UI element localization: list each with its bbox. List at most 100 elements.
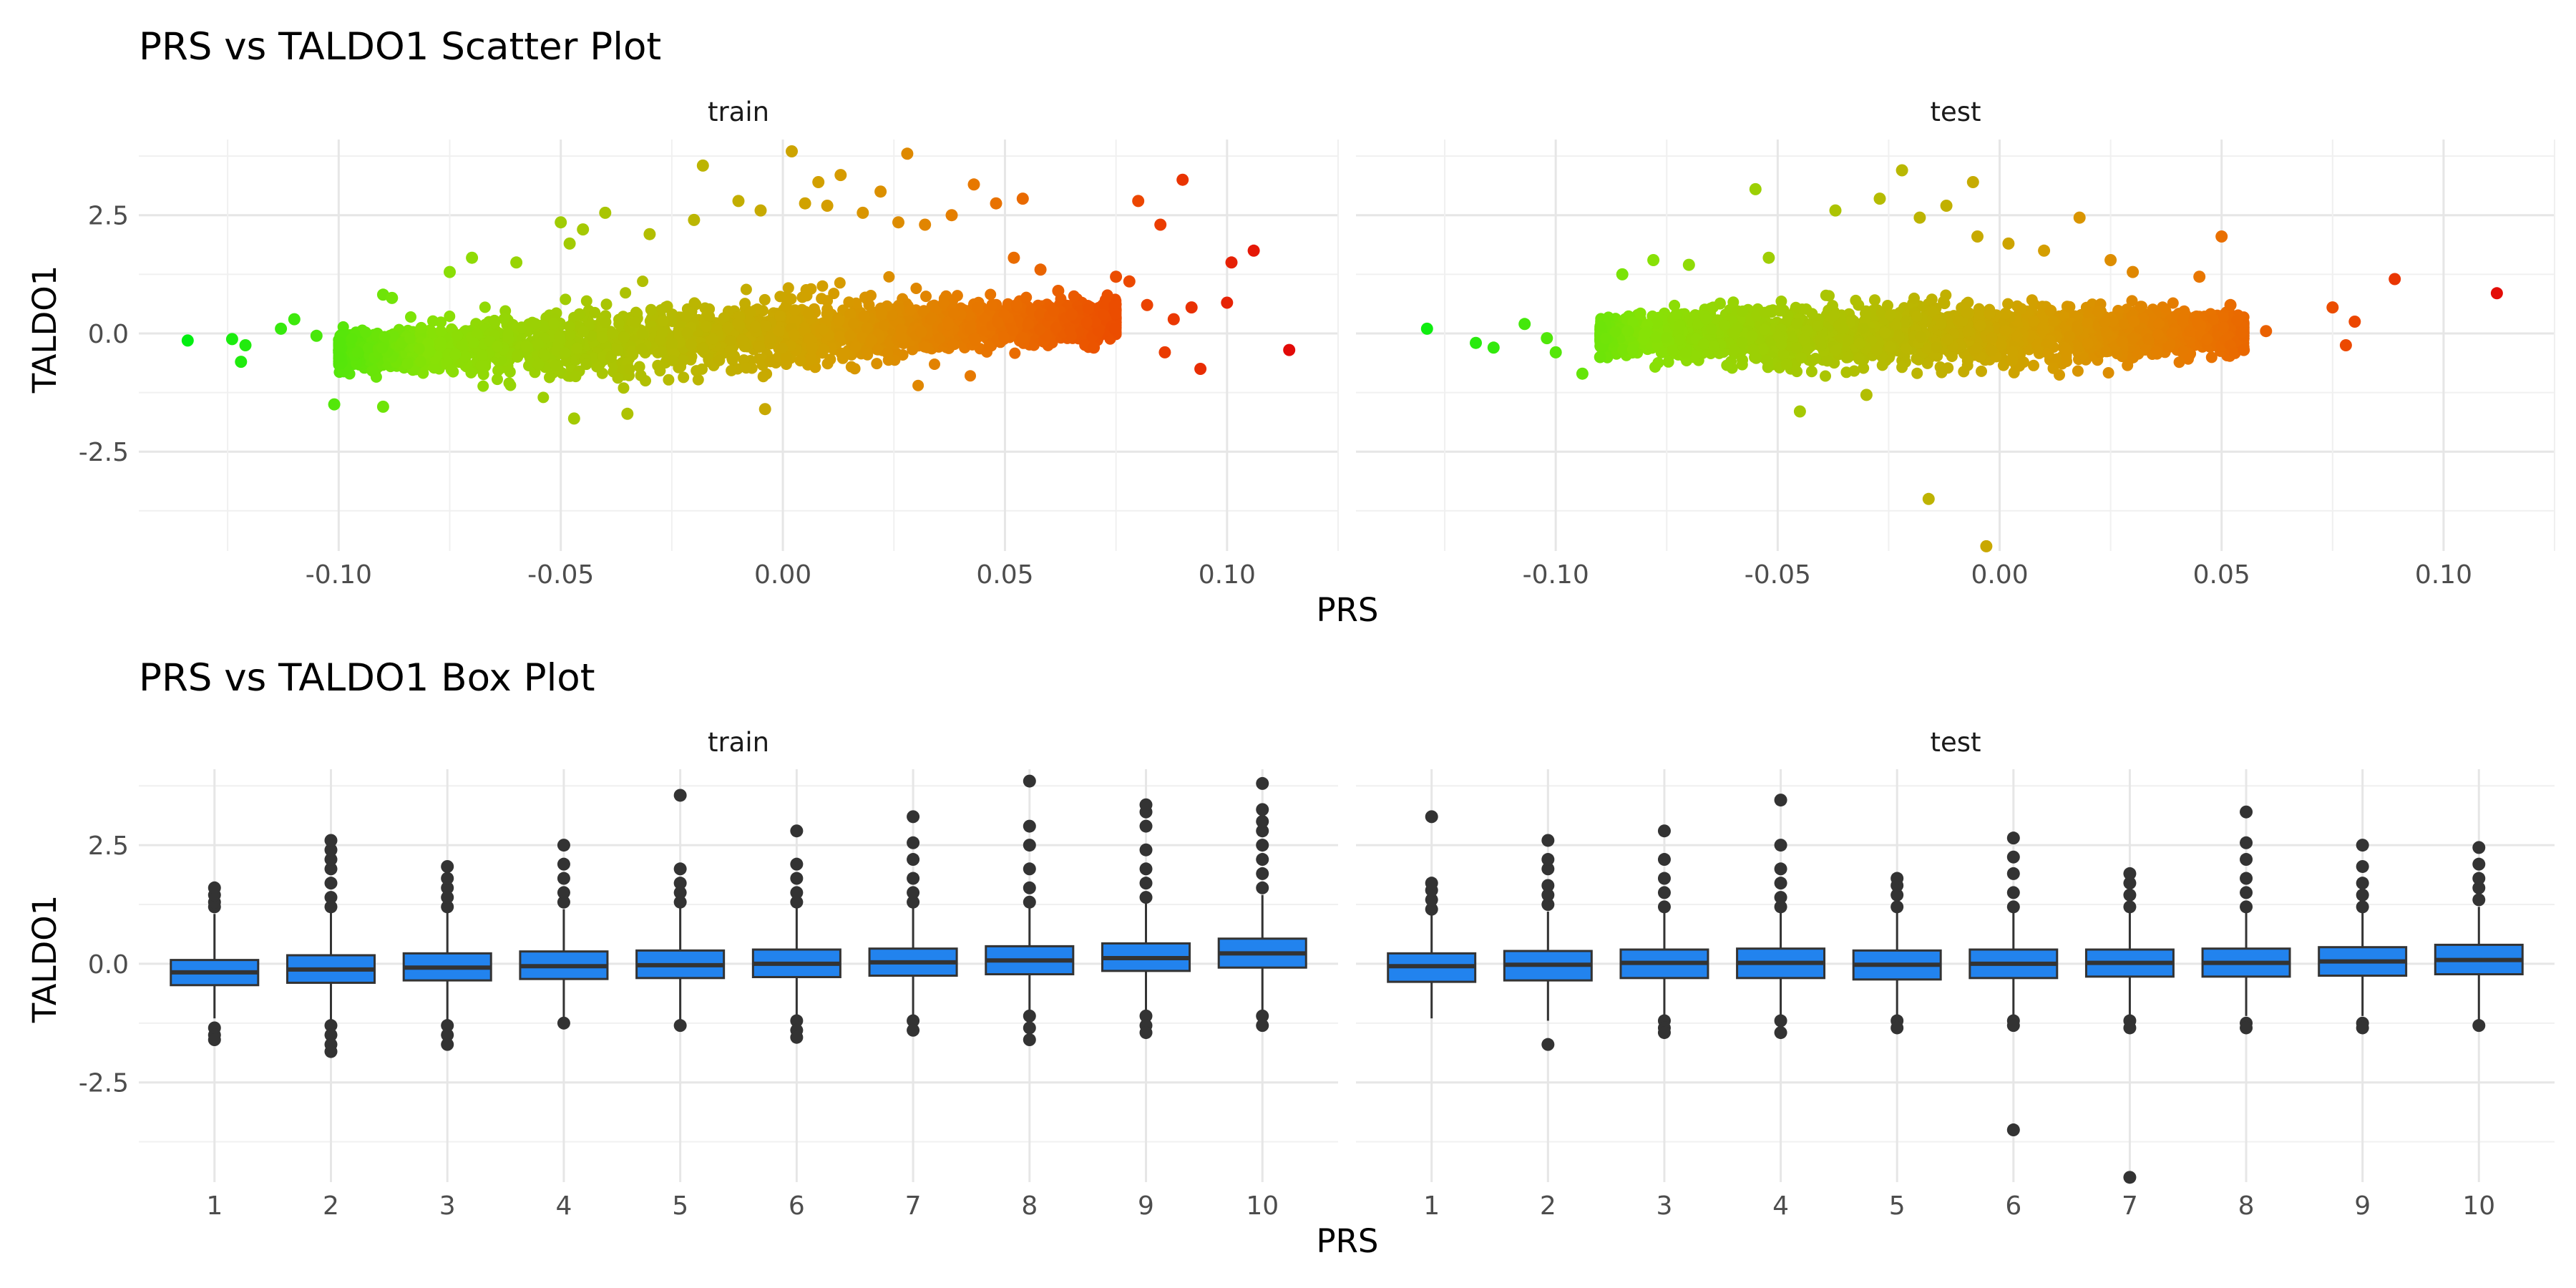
scatter-train-cloud-point: [346, 333, 358, 345]
scatter-train-point: [1088, 341, 1101, 354]
scatter-plot-title: PRS vs TALDO1 Scatter Plot: [139, 25, 661, 69]
scatter-train-cloud-point: [782, 282, 794, 294]
scatter-train-cloud-point: [997, 331, 1010, 343]
scatter-train-point: [386, 291, 399, 304]
scatter-train-cloud-point: [559, 347, 571, 359]
scatter-train-cloud-point: [1010, 298, 1023, 311]
scatter-train-cloud-point: [376, 342, 389, 354]
scatter-train-point: [688, 213, 701, 226]
scatter-train-cloud-point: [635, 343, 648, 355]
scatter-train-cloud-point: [635, 369, 647, 381]
scatter-test-cloud-point: [1976, 365, 1987, 377]
scatter-train-cloud-point: [697, 342, 709, 354]
scatter-test-x-tick-label: 0.10: [2415, 560, 2472, 590]
scatter-train-cloud-point: [529, 318, 541, 330]
scatter-train-point: [1034, 263, 1047, 276]
scatter-test-cloud-point: [2028, 359, 2039, 371]
scatter-train-cloud-point: [623, 363, 635, 375]
scatter-train-x-tick-label: 0.00: [754, 560, 811, 590]
scatter-train-cloud-point: [821, 295, 834, 307]
scatter-train-point: [786, 145, 798, 157]
scatter-train-y-tick-label: 2.5: [88, 202, 129, 231]
scatter-train-cloud-point: [553, 331, 565, 343]
scatter-train-cloud-point: [828, 288, 840, 300]
scatter-train-point: [1110, 270, 1123, 283]
scatter-train-point: [1052, 285, 1065, 297]
scatter-train-cloud-point: [351, 346, 364, 358]
scatter-train-point: [328, 398, 341, 411]
scatter-train-cloud-point: [571, 342, 583, 354]
scatter-train-cloud-point: [564, 329, 576, 341]
scatter-train-point: [919, 218, 932, 231]
scatter-train-cloud-point: [413, 343, 425, 355]
scatter-train-cloud-point: [686, 338, 698, 351]
scatter-train-cloud-point: [806, 341, 819, 353]
scatter-train-cloud-point: [1016, 331, 1028, 343]
scatter-train-cloud-point: [362, 342, 374, 354]
scatter-train-point: [821, 200, 834, 212]
scatter-train-cloud-point: [1007, 325, 1019, 337]
scatter-train-cloud-point: [937, 297, 950, 309]
scatter-train-cloud-point: [858, 311, 870, 323]
scatter-train-point: [181, 334, 194, 347]
scatter-train-cloud-point: [607, 328, 618, 340]
scatter-train-cloud-point: [721, 321, 733, 333]
scatter-train-cloud-point: [637, 275, 649, 288]
scatter-train-cloud-point: [824, 353, 836, 366]
scatter-train-cloud-point: [706, 333, 718, 345]
scatter-train-cloud-point: [636, 328, 648, 340]
scatter-train-cloud-point: [926, 311, 938, 323]
scatter-test-x-tick-label: -0.10: [1523, 560, 1589, 590]
scatter-train-cloud-point: [444, 311, 456, 322]
scatter-train-cloud-point: [465, 366, 477, 379]
scatter-train-cloud-point: [589, 306, 601, 318]
scatter-train-point: [696, 159, 709, 172]
scatter-train-cloud-point: [760, 320, 772, 332]
scatter-train-cloud-point: [871, 358, 883, 370]
scatter-train-cloud-point: [428, 362, 440, 374]
scatter-train-cloud-point: [537, 391, 550, 404]
scatter-train-point: [1176, 173, 1189, 186]
scatter-train-cloud-point: [665, 314, 677, 326]
scatter-test-x-tick-label: -0.05: [1745, 560, 1811, 590]
scatter-train-cloud-point: [359, 326, 371, 338]
scatter-train-cloud-point: [520, 341, 532, 352]
scatter-train-cloud-point: [862, 348, 874, 361]
scatter-train-cloud-point: [612, 344, 624, 356]
scatter-train-cloud-point: [618, 331, 630, 343]
scatter-train-cloud-point: [817, 323, 829, 336]
scatter-train-cloud-point: [691, 365, 703, 377]
scatter-train-cloud-point: [563, 321, 575, 333]
scatter-train-cloud-point: [613, 318, 625, 330]
scatter-train-point: [1016, 192, 1029, 205]
scatter-train-cloud-point: [739, 298, 751, 310]
scatter-train-cloud-point: [414, 356, 426, 368]
scatter-train-point: [577, 223, 590, 236]
scatter-train-panel: -2.50.02.5-0.10 -0.05 0.00 0.05 0.10: [79, 140, 1339, 590]
scatter-train-cloud-point: [1023, 318, 1035, 331]
scatter-train-cloud-point: [449, 348, 462, 361]
scatter-train-cloud-point: [477, 380, 489, 392]
scatter-test-cloud-point: [1938, 298, 1951, 310]
scatter-train-cloud-point: [724, 335, 736, 347]
scatter-train-cloud-point: [435, 325, 447, 337]
scatter-train-cloud-point: [597, 351, 610, 363]
scatter-train-cloud-point: [764, 332, 776, 344]
scatter-train-cloud-point: [758, 293, 771, 306]
scatter-train-cloud-point: [844, 308, 857, 320]
scatter-test-cloud-point: [1869, 294, 1880, 306]
scatter-test-cloud-point: [1805, 366, 1818, 378]
scatter-train-x-tick-label: -0.05: [527, 560, 594, 590]
scatter-train-cloud-point: [833, 315, 845, 326]
scatter-train-cloud-point: [872, 343, 884, 356]
scatter-train-cloud-point: [904, 304, 917, 316]
scatter-train-cloud-point: [666, 337, 678, 349]
scatter-train-point: [945, 209, 958, 222]
scatter-train-point: [225, 333, 238, 346]
scatter-train-cloud-point: [1080, 316, 1093, 328]
scatter-train-cloud-point: [985, 288, 997, 301]
scatter-train-point: [510, 256, 523, 269]
scatter-train-point: [857, 206, 869, 219]
scatter-train-cloud-point: [539, 321, 551, 333]
